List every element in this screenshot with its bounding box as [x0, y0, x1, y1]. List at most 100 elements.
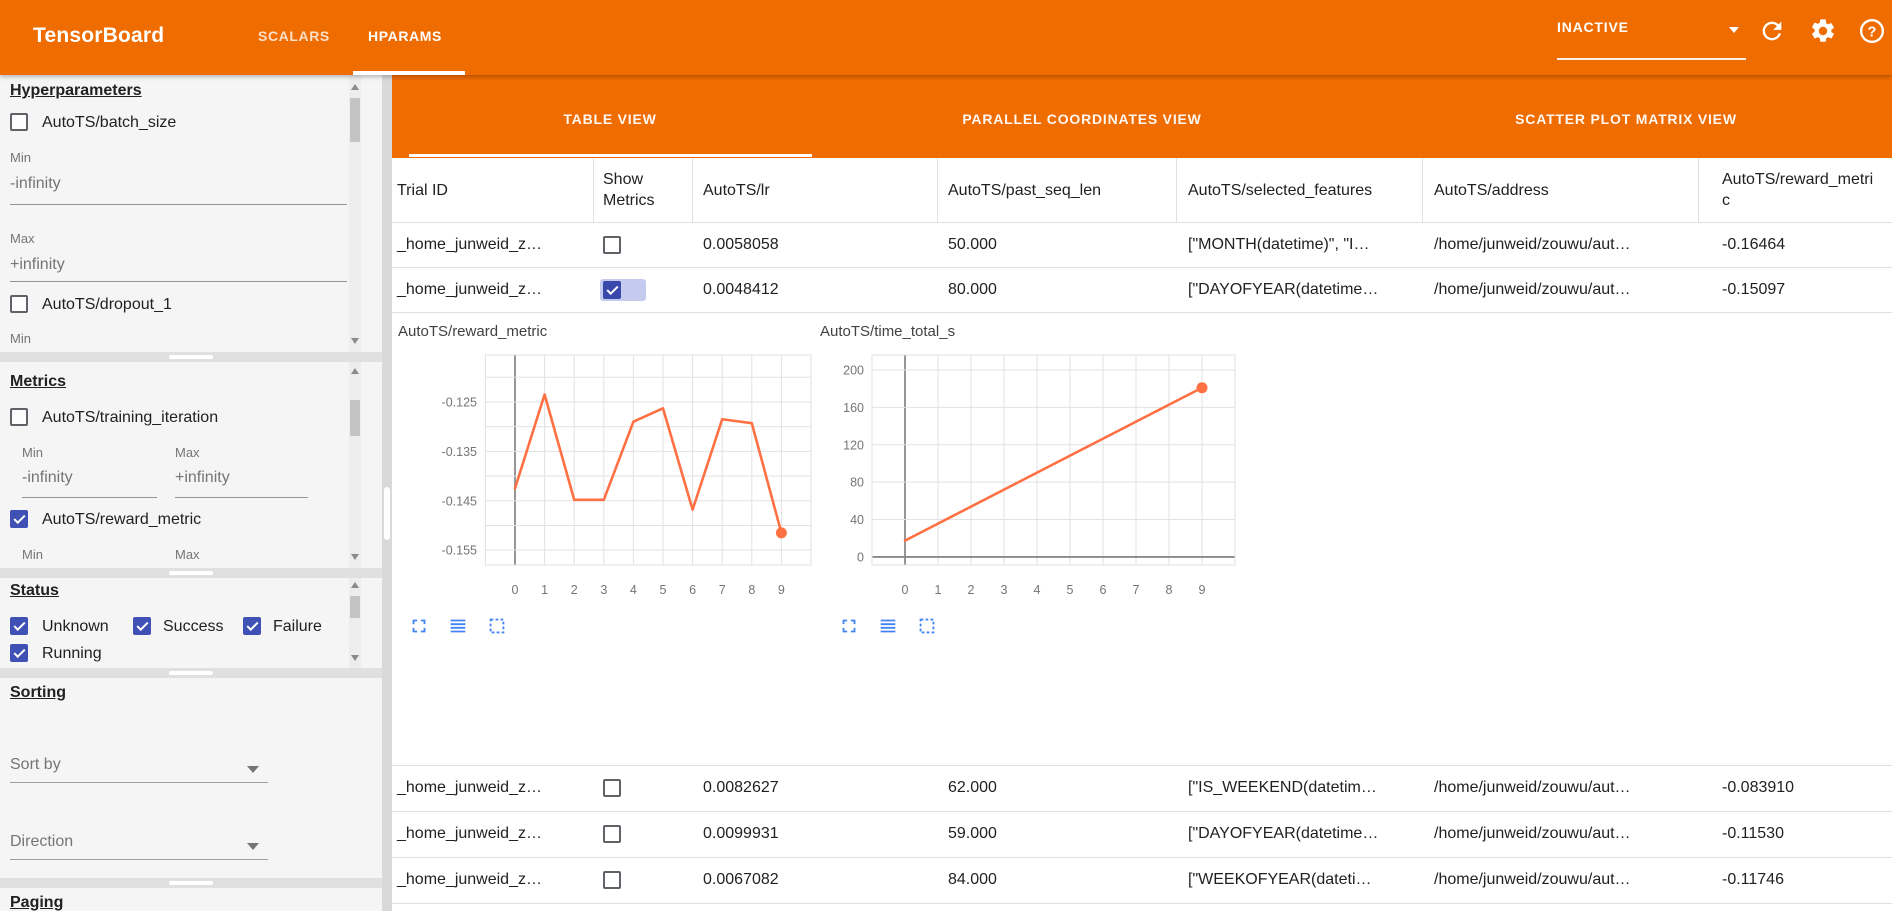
svg-text:2: 2 [968, 583, 975, 597]
table-row[interactable]: _home_junweid_z… 0.0058058 50.000 ["MONTH(d… [392, 222, 1892, 267]
refresh-icon[interactable] [1758, 17, 1786, 45]
header-cell[interactable]: AutoTS/reward_metric [1722, 171, 1874, 209]
header-cell[interactable]: AutoTS/address [1434, 181, 1549, 199]
tab-scatter-plot-matrix-view[interactable]: SCATTER PLOT MATRIX VIEW [1515, 111, 1737, 127]
help-icon[interactable]: ? [1858, 17, 1886, 45]
scroll-up-icon[interactable] [351, 84, 359, 90]
min-input[interactable]: -infinity [10, 175, 61, 192]
checkbox-batch-size[interactable] [10, 113, 28, 131]
svg-text:160: 160 [843, 401, 864, 415]
checkbox-status-failure[interactable] [243, 617, 261, 635]
active-view-tab-indicator [409, 154, 812, 157]
lines-icon[interactable] [447, 615, 469, 637]
cell-address: /home/junweid/zouwu/aut… [1434, 280, 1631, 298]
status-label: Success [163, 618, 224, 635]
checkbox-status-running[interactable] [10, 644, 28, 662]
section-scrollbar[interactable] [349, 75, 361, 352]
hparam-label: AutoTS/dropout_1 [42, 296, 172, 313]
show-metrics-checkbox[interactable] [603, 825, 621, 843]
scroll-down-icon[interactable] [351, 655, 359, 661]
table-row[interactable]: _home_junweid_z… 0.0099931 59.000 ["DAYOFYE… [392, 811, 1892, 857]
tab-table-view[interactable]: TABLE VIEW [563, 111, 657, 127]
min-label: Min [10, 331, 31, 346]
svg-text:6: 6 [689, 583, 696, 597]
checkbox-training-iteration[interactable] [10, 408, 28, 426]
min-label: Min [10, 150, 31, 165]
dashed-box-icon[interactable] [916, 615, 938, 637]
chevron-down-icon[interactable] [247, 766, 259, 773]
column-divider [1422, 158, 1423, 222]
checkbox-reward-metric[interactable] [10, 510, 28, 528]
status-label: Failure [273, 618, 322, 635]
scrollbar-thumb[interactable] [350, 596, 360, 618]
svg-text:5: 5 [660, 583, 667, 597]
metric-label: AutoTS/training_iteration [42, 409, 219, 426]
section-resize-handle[interactable] [0, 352, 382, 362]
top-app-bar: TensorBoard SCALARS HPARAMS INACTIVE ? [0, 0, 1892, 75]
max-input[interactable]: +infinity [10, 256, 65, 273]
cell-past_seq_len: 84.000 [948, 871, 997, 888]
max-input[interactable]: +infinity [175, 469, 230, 486]
cell-selected_features: ["IS_WEEKEND(datetim… [1188, 779, 1377, 796]
chevron-down-icon[interactable] [1729, 27, 1739, 33]
checkbox-status-unknown[interactable] [10, 617, 28, 635]
checkbox-dropout-1[interactable] [10, 295, 28, 313]
chart-0: -0.125 -0.135 -0.145 -0.155 0 1 2 3 4 5 6 7 8 9 [442, 354, 812, 597]
main-scrollbar-thumb[interactable] [384, 487, 390, 540]
header-cell[interactable]: Trial ID [397, 181, 448, 199]
show-metrics-checkbox[interactable] [603, 235, 621, 254]
show-metrics-checkbox[interactable] [603, 871, 621, 889]
scrollbar-thumb[interactable] [350, 98, 360, 142]
table-row[interactable]: _home_junweid_z… 0.0067082 84.000 ["WEEKOFY… [392, 857, 1892, 903]
svg-text:9: 9 [1199, 583, 1206, 597]
svg-text:3: 3 [1001, 583, 1008, 597]
dashed-box-icon[interactable] [486, 615, 508, 637]
svg-text:200: 200 [843, 363, 864, 377]
scroll-down-icon[interactable] [351, 338, 359, 344]
max-input-underline [175, 497, 308, 498]
metrics-heading: Metrics [10, 373, 67, 390]
cell-reward_metric: -0.16464 [1722, 235, 1786, 253]
table-row[interactable]: _home_junweid_z… 0.0048412 80.000 ["DAYOFYE… [392, 267, 1892, 312]
column-divider [937, 158, 938, 222]
expand-icon[interactable] [838, 615, 860, 637]
run-status-select[interactable]: INACTIVE [1557, 19, 1629, 35]
min-input[interactable]: -infinity [22, 469, 73, 486]
expand-icon[interactable] [408, 615, 430, 637]
tab-hparams[interactable]: HPARAMS [368, 28, 442, 44]
header-cell[interactable]: AutoTS/lr [703, 181, 770, 199]
show-metrics-checkbox[interactable] [603, 280, 621, 299]
tab-scalars[interactable]: SCALARS [258, 28, 330, 44]
cell-address: /home/junweid/zouwu/aut… [1434, 825, 1631, 842]
checkbox-status-success[interactable] [133, 617, 151, 635]
show-metrics-checkbox[interactable] [603, 779, 621, 797]
min-input-underline [22, 497, 157, 498]
section-sorting: Sorting Sort by Direction [0, 678, 382, 878]
tab-parallel-coordinates-view[interactable]: PARALLEL COORDINATES VIEW [962, 111, 1202, 127]
header-cell[interactable]: Show Metrics [603, 171, 655, 209]
scrollbar-thumb[interactable] [350, 400, 360, 436]
svg-text:40: 40 [850, 513, 864, 527]
cell-selected_features: ["MONTH(datetime)", "I… [1188, 235, 1370, 253]
lines-icon[interactable] [877, 615, 899, 637]
header-cell[interactable]: AutoTS/selected_features [1188, 181, 1373, 199]
section-resize-handle[interactable] [0, 878, 382, 888]
scroll-up-icon[interactable] [351, 582, 359, 588]
header-cell[interactable]: AutoTS/past_seq_len [948, 181, 1101, 199]
scroll-up-icon[interactable] [351, 368, 359, 374]
sort-by-select[interactable]: Sort by [10, 756, 61, 773]
scroll-down-icon[interactable] [351, 554, 359, 560]
resize-grip [169, 355, 213, 359]
direction-select[interactable]: Direction [10, 833, 74, 850]
table-row[interactable]: _home_junweid_z… 0.0082627 62.000 ["IS_WEEK… [392, 765, 1892, 811]
direction-underline [10, 859, 268, 860]
section-resize-handle[interactable] [0, 568, 382, 578]
gear-icon[interactable] [1809, 17, 1837, 45]
svg-text:7: 7 [1133, 583, 1140, 597]
section-scrollbar[interactable] [349, 362, 361, 568]
cell-trial_id: _home_junweid_z… [397, 871, 542, 888]
section-resize-handle[interactable] [0, 668, 382, 678]
svg-text:-0.125: -0.125 [442, 395, 477, 409]
app-title: TensorBoard [33, 24, 165, 47]
chevron-down-icon[interactable] [247, 843, 259, 850]
